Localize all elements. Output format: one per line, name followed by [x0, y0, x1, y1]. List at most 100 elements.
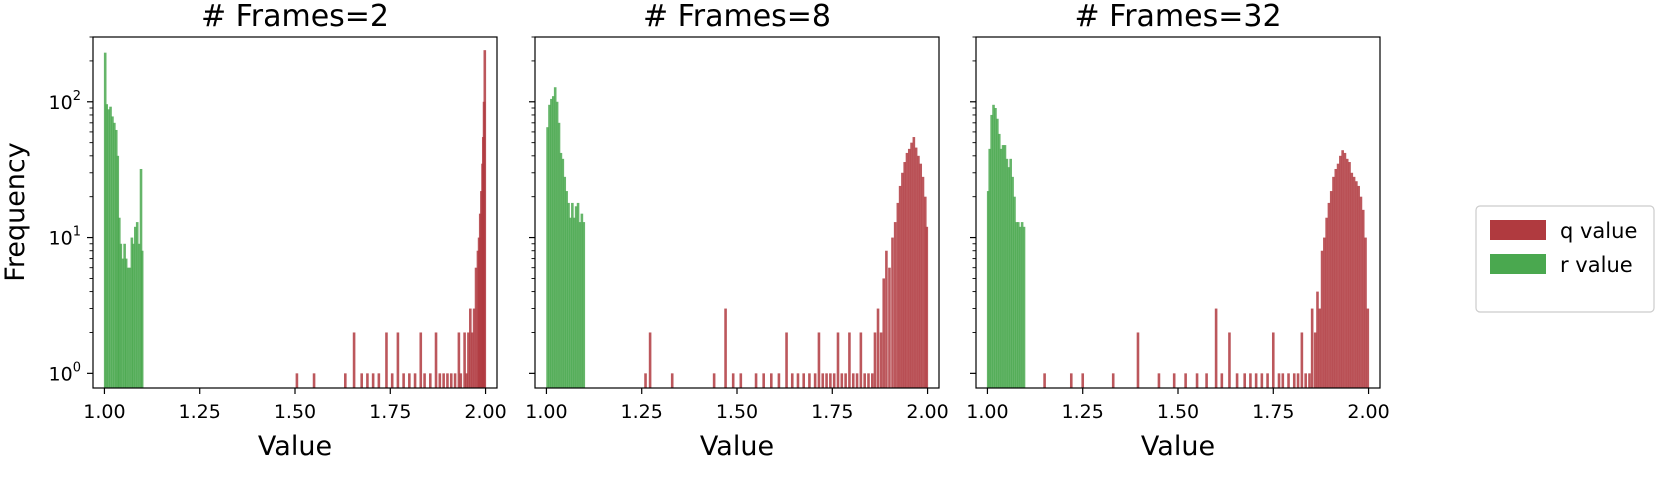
x-axis-label: Value — [1141, 431, 1215, 462]
r-value-bar — [555, 101, 559, 388]
x-tick-label: 1.75 — [811, 401, 853, 423]
panel-title: # Frames=8 — [643, 0, 831, 34]
r-value-bar — [1013, 196, 1016, 388]
r-value-bar — [582, 222, 586, 388]
q-value-bar — [1334, 168, 1338, 388]
q-value-bar — [457, 332, 461, 388]
r-value-bar — [1007, 167, 1011, 388]
q-value-bar — [1243, 373, 1246, 388]
q-value-bar — [921, 176, 925, 388]
q-value-bar — [648, 332, 652, 388]
q-value-bar — [796, 373, 800, 388]
q-value-bar — [1327, 202, 1331, 388]
q-value-bar — [1313, 332, 1317, 388]
q-value-bar — [851, 373, 855, 388]
q-value-bar — [901, 172, 904, 388]
q-value-bar — [1043, 373, 1046, 388]
r-value-bar — [1018, 226, 1022, 388]
r-value-bar — [130, 237, 134, 388]
q-value-bar — [879, 332, 883, 388]
q-value-bar — [295, 373, 299, 388]
q-value-bar — [777, 373, 781, 388]
q-value-bar — [377, 373, 381, 388]
r-value-bar — [548, 104, 551, 388]
r-value-bar — [1001, 145, 1005, 388]
q-value-bar — [882, 278, 886, 388]
q-value-bar — [1304, 373, 1307, 388]
q-value-bar — [1343, 152, 1347, 388]
q-value-bar — [344, 373, 347, 388]
r-value-bar — [111, 116, 114, 388]
r-value-bar — [1011, 176, 1014, 388]
q-value-bar — [817, 332, 821, 388]
r-value-bar — [121, 258, 125, 388]
q-value-bar — [467, 332, 470, 388]
q-value-bar — [1254, 373, 1258, 388]
q-value-bar — [1184, 373, 1187, 388]
q-value-bar — [423, 373, 426, 388]
q-value-bar — [1249, 373, 1252, 388]
r-value-bar — [572, 217, 576, 388]
q-value-bar — [739, 373, 743, 388]
q-value-bar — [790, 373, 794, 388]
q-value-bar — [821, 373, 825, 388]
q-value-bar — [871, 373, 874, 388]
r-value-bar — [116, 155, 120, 388]
q-value-bar — [1300, 332, 1304, 388]
q-value-bar — [1355, 181, 1358, 388]
q-value-bar — [1345, 158, 1349, 388]
q-value-bar — [1281, 373, 1285, 388]
q-value-bar — [914, 147, 918, 388]
legend: q value r value — [1475, 205, 1655, 313]
q-value-bar — [474, 267, 478, 388]
q-value-bar — [813, 373, 817, 388]
x-tick-label: 2.00 — [1347, 401, 1389, 423]
q-value-bar — [905, 152, 909, 388]
q-value-bar — [863, 373, 866, 388]
q-value-bar — [1220, 373, 1224, 388]
q-value-bar — [434, 332, 438, 388]
histogram-bars — [103, 50, 487, 389]
q-value-bar — [1339, 155, 1342, 388]
r-value-bar — [567, 202, 570, 388]
q-value-bar — [1292, 373, 1296, 388]
q-value-bar — [923, 196, 927, 388]
q-value-bar — [1320, 250, 1324, 388]
r-value-bar — [992, 104, 995, 388]
histogram-bars — [986, 104, 1370, 388]
q-value-bar — [917, 155, 920, 388]
q-value-bar — [712, 373, 716, 388]
legend-swatch-q-value — [1490, 220, 1546, 240]
legend-label-q-value: q value — [1560, 219, 1637, 243]
q-value-bar — [770, 373, 773, 388]
q-value-bar — [762, 373, 765, 388]
q-value-bar — [1235, 373, 1239, 388]
legend-swatch-r-value — [1490, 254, 1546, 274]
x-tick-label: 1.00 — [525, 401, 567, 423]
q-value-bar — [829, 373, 832, 388]
x-tick-label: 1.25 — [1062, 401, 1104, 423]
r-value-bar — [996, 118, 999, 388]
q-value-bar — [1271, 332, 1275, 388]
q-value-bar — [1172, 373, 1176, 388]
q-value-bar — [1111, 373, 1115, 388]
q-value-bar — [413, 373, 417, 388]
q-value-bar — [891, 237, 894, 388]
q-value-bar — [442, 373, 445, 388]
q-value-bar — [463, 332, 466, 388]
r-value-bar — [565, 191, 568, 388]
r-value-bar — [124, 258, 128, 388]
r-value-bar — [135, 222, 139, 388]
r-value-bar — [988, 148, 992, 388]
r-value-bar — [561, 158, 565, 388]
q-value-bar — [1296, 373, 1300, 388]
q-value-bar — [724, 308, 727, 388]
q-value-bar — [465, 373, 468, 388]
x-axis-label: Value — [258, 431, 332, 462]
q-value-bar — [910, 142, 913, 388]
r-value-bar — [128, 267, 132, 388]
r-value-bar — [134, 226, 137, 388]
q-value-bar — [893, 222, 897, 388]
r-value-bar — [999, 148, 1003, 388]
